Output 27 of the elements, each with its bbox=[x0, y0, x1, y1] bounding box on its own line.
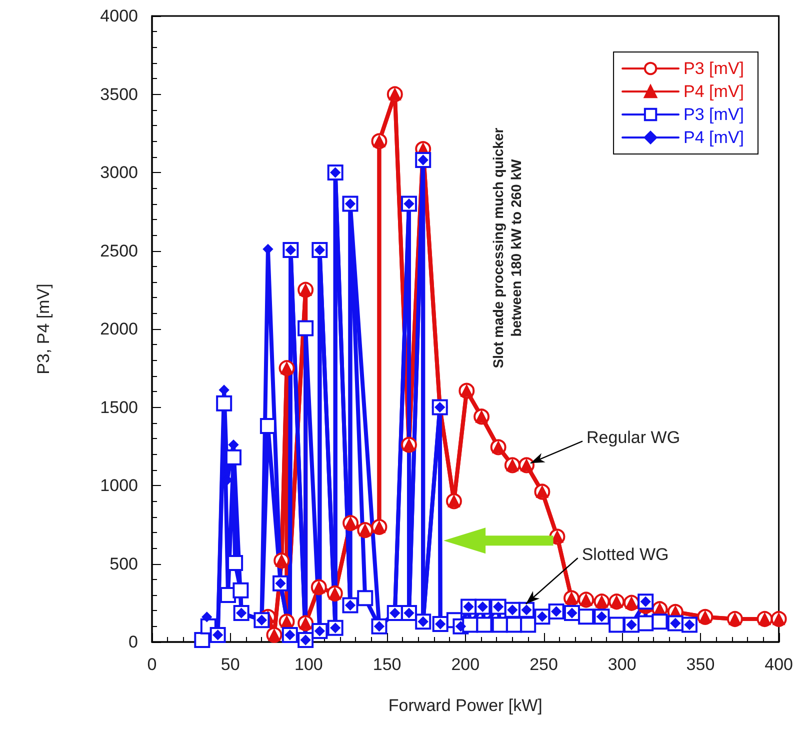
y-tick-label: 0 bbox=[128, 632, 138, 652]
x-tick-label: 150 bbox=[372, 655, 402, 674]
x-tick-label: 50 bbox=[220, 655, 240, 674]
y-tick-label: 3000 bbox=[100, 163, 138, 182]
legend-label: P3 [mV] bbox=[684, 59, 744, 78]
x-tick-label: 0 bbox=[147, 655, 157, 674]
legend-label: P4 [mV] bbox=[684, 128, 744, 147]
y-tick-label: 1500 bbox=[100, 398, 138, 417]
annotation: Slot made processing much quicker between 180 kW to 260 kW bbox=[488, 126, 525, 370]
y-axis-title: P3, P4 [mV] bbox=[34, 284, 53, 374]
y-tick-label: 4000 bbox=[100, 6, 138, 26]
x-tick-label: 300 bbox=[608, 655, 636, 674]
x-tick-label: 250 bbox=[530, 655, 558, 674]
legend-label: P4 [mV] bbox=[684, 82, 744, 101]
x-tick-label: 200 bbox=[451, 655, 480, 674]
annotation: Slotted WG bbox=[582, 545, 669, 565]
x-tick-label: 100 bbox=[294, 655, 323, 674]
y-tick-label: 3500 bbox=[100, 84, 138, 104]
x-axis-title: Forward Power [kW] bbox=[388, 696, 542, 715]
y-tick-label: 2000 bbox=[100, 320, 138, 338]
annotation: Regular WG bbox=[586, 428, 680, 448]
y-tick-label: 1000 bbox=[100, 476, 138, 495]
legend-label: P3 [mV] bbox=[684, 105, 744, 124]
x-tick-label: 350 bbox=[686, 655, 715, 674]
y-tick-label: 2500 bbox=[100, 241, 138, 260]
y-tick-label: 500 bbox=[110, 554, 138, 574]
x-tick-label: 400 bbox=[764, 655, 794, 674]
